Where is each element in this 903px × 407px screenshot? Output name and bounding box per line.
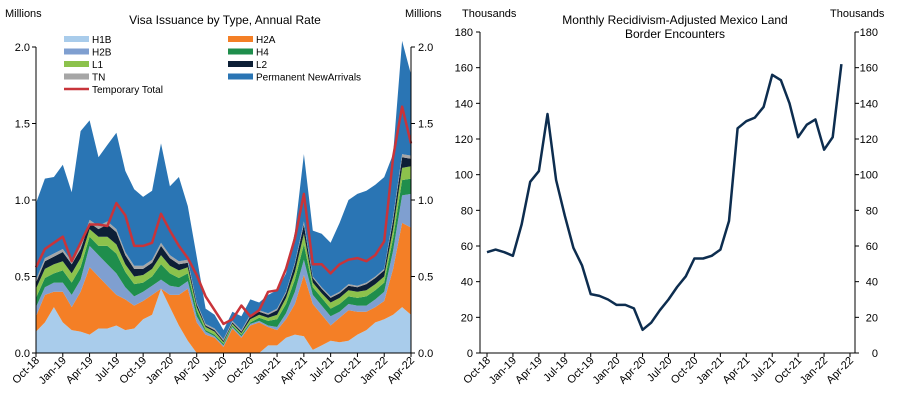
right-y-tick-label-right: 120 <box>860 134 878 146</box>
legend-label-l1: L1 <box>92 60 104 71</box>
right-x-tick-label: Oct-19 <box>565 355 597 387</box>
legend-swatch-l1 <box>64 61 89 67</box>
right-y-tick-label-right: 80 <box>866 205 878 217</box>
right-y-tick-label: 60 <box>461 241 473 253</box>
right-y-tick-label-right: 140 <box>860 98 878 110</box>
left-x-tick-label: Apr-20 <box>171 355 203 387</box>
left-y-tick-label: 0.5 <box>15 272 30 284</box>
legend-label-tn: TN <box>92 73 105 84</box>
right-line-series <box>486 63 843 332</box>
legend-swatch-h1b <box>64 36 89 42</box>
area-h2b <box>36 193 411 347</box>
area-h2a <box>36 222 411 353</box>
left-y-tick-label-right: 1.5 <box>418 119 433 131</box>
border-encounters-chart: Thousands Thousands Monthly Recidivism-A… <box>455 8 885 387</box>
left-y-tick-label-right: 1.0 <box>418 195 433 207</box>
left-x-tick-label: Oct-19 <box>117 355 149 387</box>
right-chart-title-line1: Monthly Recidivism-Adjusted Mexico Land <box>562 13 787 27</box>
right-y-tick-label: 140 <box>455 98 473 110</box>
legend-swatch-l2 <box>228 61 253 67</box>
right-x-tick-label: Apr-22 <box>824 355 856 387</box>
right-x-tick-label: Oct-20 <box>669 355 701 387</box>
left-y-tick-label: 1.5 <box>15 119 30 131</box>
right-x-tick-label: Apr-21 <box>721 355 753 387</box>
right-y-tick-label-right: 180 <box>860 27 878 39</box>
left-legend: H1B H2A H2B H4 L1 L2 TN Permanent NewArrivals Te… <box>64 35 361 96</box>
left-unit-label-right: Millions <box>405 8 442 20</box>
right-axes: 0 20 40 60 80 100 120 140 160 180 0 20 40 60 80 100 120 1… <box>455 27 878 387</box>
legend-swatch-tn <box>64 73 89 80</box>
area-h1b <box>36 288 411 353</box>
right-unit-label-left: Thousands <box>462 8 517 20</box>
left-y-tick-label: 0.0 <box>15 348 30 360</box>
left-unit-label-left: Millions <box>5 8 42 20</box>
left-x-tick-label: Jan-19 <box>37 355 69 387</box>
left-chart-title: Visa Issuance by Type, Annual Rate <box>129 13 321 27</box>
left-y-tick-label: 1.0 <box>15 195 30 207</box>
right-y-tick-label: 160 <box>455 63 473 75</box>
left-x-tick-label: Apr-22 <box>385 355 417 387</box>
left-y-tick-label: 2.0 <box>15 42 30 54</box>
right-x-tick-label: Oct-21 <box>772 355 804 387</box>
right-y-tick-label-right: 0 <box>872 348 878 360</box>
right-y-tick-label-right: 60 <box>866 241 878 253</box>
right-y-tick-label: 20 <box>461 312 473 324</box>
right-y-tick-label: 0 <box>467 348 473 360</box>
right-x-tick-label: Jan-21 <box>694 355 726 387</box>
legend-swatch-h2b <box>64 48 89 55</box>
right-y-tick-label-right: 20 <box>866 312 878 324</box>
right-y-tick-label-right: 40 <box>866 277 878 289</box>
left-x-tick-label: Jan-22 <box>358 355 390 387</box>
left-x-tick-label: Apr-19 <box>64 355 96 387</box>
right-y-tick-label: 180 <box>455 27 473 39</box>
right-y-tick-label: 100 <box>455 170 473 182</box>
right-y-tick-label: 80 <box>461 205 473 217</box>
right-x-tick-label: Jan-20 <box>590 355 622 387</box>
left-x-tick-label: Apr-21 <box>278 355 310 387</box>
left-y-tick-label-right: 0.5 <box>418 272 433 284</box>
legend-label-l2: L2 <box>256 60 268 71</box>
left-x-tick-label: Oct-20 <box>225 355 257 387</box>
legend-label-perm: Permanent NewArrivals <box>256 73 361 84</box>
legend-label-total: Temporary Total <box>92 85 163 96</box>
right-unit-label-right: Thousands <box>830 8 885 20</box>
right-y-tick-label: 120 <box>455 134 473 146</box>
right-y-tick-label-right: 100 <box>860 170 878 182</box>
visa-issuance-chart: Millions Millions Visa Issuance by Type,… <box>5 8 442 387</box>
legend-swatch-perm <box>228 73 253 80</box>
legend-swatch-h4 <box>228 48 253 55</box>
legend-swatch-h2a <box>228 36 253 42</box>
area-h4 <box>36 178 411 346</box>
right-x-tick-label: Jan-19 <box>487 355 519 387</box>
right-x-tick-label: Jan-22 <box>798 355 830 387</box>
left-x-tick-label: Jan-20 <box>144 355 176 387</box>
right-x-tick-label: Apr-20 <box>617 355 649 387</box>
temporary-total-line <box>34 105 413 326</box>
legend-label-h1b: H1B <box>92 35 112 46</box>
legend-label-h2b: H2B <box>92 48 112 59</box>
right-y-tick-label: 40 <box>461 277 473 289</box>
left-total-line <box>34 105 413 326</box>
right-x-tick-label: Apr-19 <box>513 355 545 387</box>
legend-label-h4: H4 <box>256 48 269 59</box>
left-x-tick-label: Jan-21 <box>251 355 283 387</box>
left-x-tick-label: Oct-21 <box>332 355 364 387</box>
right-chart-title-line2: Border Encounters <box>625 27 725 41</box>
left-y-tick-label-right: 2.0 <box>418 42 433 54</box>
right-y-tick-label-right: 160 <box>860 63 878 75</box>
legend-label-h2a: H2A <box>256 35 276 46</box>
left-y-tick-label-right: 0.0 <box>418 348 433 360</box>
encounters-line <box>486 63 843 332</box>
